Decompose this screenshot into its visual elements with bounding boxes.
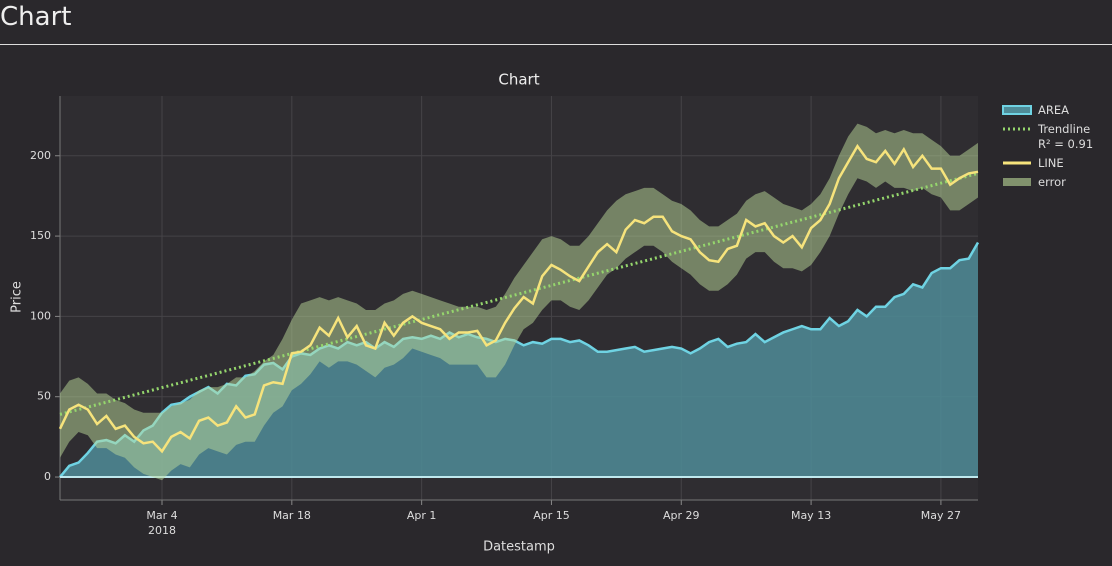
x-tick-label: May 13	[790, 509, 832, 522]
y-tick-label: 200	[30, 149, 51, 162]
y-tick-label: 0	[44, 470, 51, 483]
y-tick-label: 50	[37, 390, 51, 403]
header-rule	[0, 44, 1112, 45]
chart-title: Chart	[498, 71, 539, 89]
x-tick-label: Mar 4 2018	[146, 509, 178, 537]
legend-label: LINE	[1038, 156, 1064, 170]
line	[58, 143, 979, 454]
x-tick-label: Apr 15	[533, 509, 570, 522]
page-title: Chart	[0, 2, 72, 32]
y-tick-label: 150	[30, 229, 51, 242]
legend-swatch	[1003, 178, 1031, 186]
legend-label: Trendline R² = 0.91	[1038, 122, 1094, 151]
y-axis-label: Price	[10, 281, 25, 313]
y-tick-label: 100	[30, 309, 51, 322]
legend-label: AREA	[1038, 103, 1069, 117]
area	[60, 242, 978, 478]
x-tick-label: Mar 18	[272, 509, 311, 522]
x-axis-label: Datestamp	[483, 540, 555, 555]
legend-label: error	[1038, 175, 1066, 189]
legend-swatch	[1002, 105, 1032, 115]
x-tick-label: May 27	[920, 509, 962, 522]
x-tick-label: Apr 1	[406, 509, 437, 522]
x-tick-label: Apr 29	[663, 509, 700, 522]
